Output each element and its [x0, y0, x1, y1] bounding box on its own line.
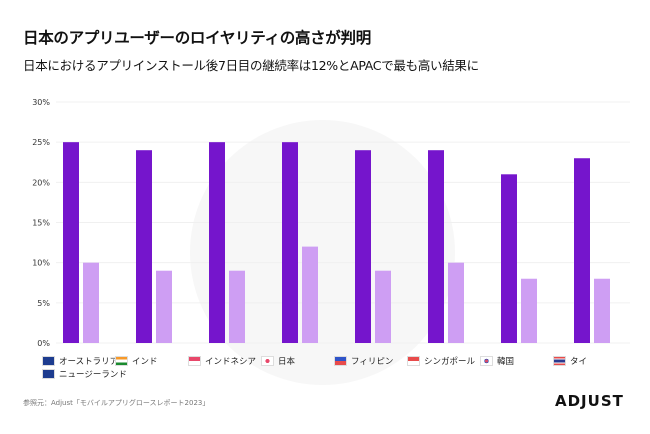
source-note: 参照元：Adjust「モバイルアプリグロースレポート2023」	[23, 399, 210, 407]
india-flag-icon	[115, 356, 128, 366]
legend-label: インドネシア	[205, 357, 257, 367]
y-tick-label: 15%	[32, 219, 50, 228]
indonesia-flag-icon	[188, 356, 201, 366]
bar-series-1	[355, 150, 371, 343]
bar-series-2	[156, 270, 172, 343]
legend-item: インドネシア	[188, 355, 256, 367]
legend-item: シンガポール	[407, 355, 475, 367]
bar-series-1	[282, 142, 298, 343]
legend-label: タイ	[570, 357, 588, 367]
bar-series-2	[83, 262, 99, 343]
au-nz-flag-icon	[42, 356, 55, 366]
japan-flag-icon	[261, 356, 274, 366]
bar-series-2	[448, 262, 464, 343]
y-tick-label: 5%	[37, 299, 50, 308]
bar-series-2	[594, 278, 610, 343]
legend-label: ニュージーランド	[59, 370, 127, 380]
legend-label: シンガポール	[424, 357, 476, 367]
legend-label: 日本	[278, 357, 296, 367]
chart-subtitle: 日本におけるアプリインストール後7日目の継続率は12%とAPACで最も高い結果に	[23, 58, 479, 73]
korea-flag-icon	[480, 356, 493, 366]
legend-item: 日本	[261, 355, 295, 367]
y-tick-label: 20%	[32, 178, 50, 187]
au-nz-flag-icon	[42, 369, 55, 379]
adjust-logo: ADJUST	[555, 392, 624, 410]
y-tick-label: 0%	[37, 339, 50, 348]
bar-series-2	[302, 246, 318, 343]
bar-series-1	[574, 158, 590, 343]
bar-series-2	[229, 270, 245, 343]
bar-series-1	[63, 142, 79, 343]
page-title: 日本のアプリユーザーのロイヤリティの高さが判明	[23, 29, 371, 47]
legend-label: 韓国	[497, 357, 515, 367]
thailand-flag-icon	[553, 356, 566, 366]
bar-series-1	[136, 150, 152, 343]
legend-item: 韓国	[480, 355, 514, 367]
bar-chart: 0% 5% 10% 15% 20% 25% 30%	[32, 98, 630, 348]
bar-series-2	[375, 270, 391, 343]
legend-item: オーストラリア&	[42, 355, 125, 367]
y-tick-label: 25%	[32, 138, 50, 147]
legend-label: フィリピン	[351, 357, 394, 367]
legend-item: フィリピン	[334, 355, 393, 367]
bar-series-1	[209, 142, 225, 343]
y-tick-label: 30%	[32, 98, 50, 107]
y-tick-label: 10%	[32, 259, 50, 268]
legend-item-line2: ニュージーランド	[42, 368, 127, 380]
legend-item: タイ	[553, 355, 587, 367]
bar-series-1	[501, 174, 517, 343]
bar-series-1	[428, 150, 444, 343]
bar-series-2	[521, 278, 537, 343]
legend-label: オーストラリア&	[59, 357, 125, 367]
legend-label: インド	[132, 357, 158, 367]
philippines-flag-icon	[334, 356, 347, 366]
legend-item: インド	[115, 355, 158, 367]
singapore-flag-icon	[407, 356, 420, 366]
